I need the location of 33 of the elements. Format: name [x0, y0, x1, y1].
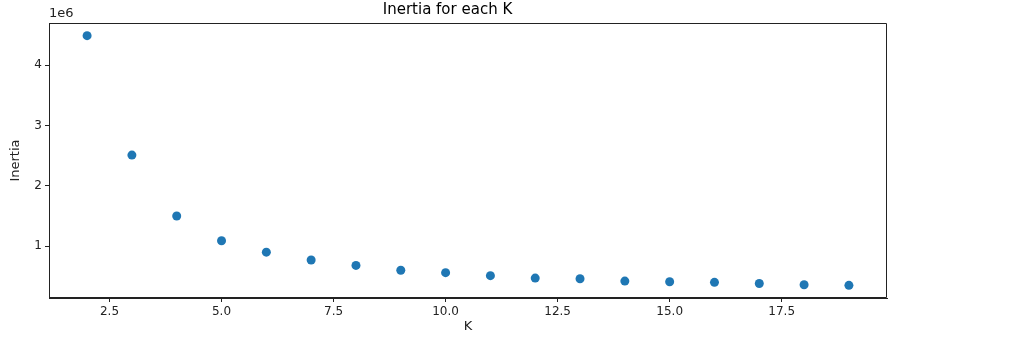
point [799, 280, 809, 290]
x-tick-label: 15.0 [656, 304, 684, 319]
y-tick-label: 2 [34, 177, 42, 192]
point [754, 279, 764, 289]
y-tick-label: 4 [34, 57, 42, 72]
point [575, 274, 585, 284]
point [665, 277, 675, 287]
x-axis-title: K [463, 317, 473, 333]
chart-title: Inertia for each K [382, 0, 514, 18]
y-axis-title: Inertia [7, 139, 23, 182]
point [127, 150, 137, 160]
x-tick-label: 2.5 [99, 304, 120, 319]
x-tick-label: 7.5 [324, 304, 344, 319]
y-tick-label: 1 [34, 238, 42, 253]
y-tick-label: 3 [34, 117, 42, 132]
x-tick-label: 10.0 [432, 304, 459, 319]
point [306, 255, 316, 265]
point [82, 31, 92, 41]
point [396, 265, 406, 275]
point [620, 276, 630, 286]
x-tick-label: 17.5 [768, 304, 796, 319]
point [261, 247, 271, 257]
point [172, 211, 182, 221]
point [709, 277, 719, 287]
point [441, 268, 451, 278]
x-tick-label: 5.0 [211, 304, 232, 319]
point [530, 273, 540, 283]
point [217, 236, 227, 246]
point [844, 280, 854, 290]
point [485, 271, 495, 281]
text: 1e6 [49, 4, 74, 20]
point [351, 260, 361, 270]
x-tick-label: 12.5 [544, 304, 571, 319]
